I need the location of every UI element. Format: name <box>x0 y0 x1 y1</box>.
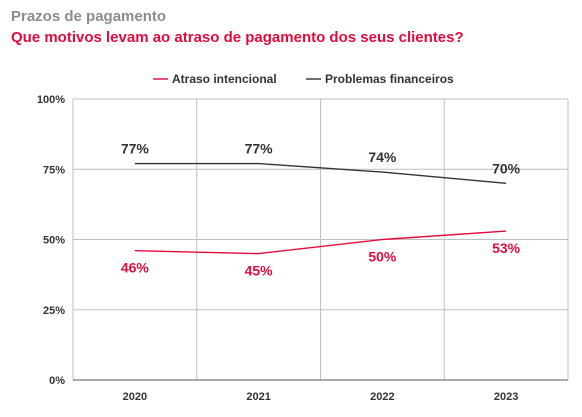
x-tick-label: 2021 <box>246 391 270 403</box>
data-label: 45% <box>245 263 274 279</box>
data-label: 77% <box>245 141 274 157</box>
series-line-1 <box>134 230 507 255</box>
data-label: 50% <box>368 249 397 265</box>
x-tick-label: 2020 <box>123 391 147 403</box>
chart-subtitle: Que motivos levam ao atraso de pagamento… <box>11 29 464 46</box>
data-label: 74% <box>368 149 397 165</box>
y-tick-label: 25% <box>43 305 65 317</box>
legend-label-1: Atraso intencional <box>172 72 277 86</box>
legend-label-2: Problemas financeiros <box>325 72 454 86</box>
y-tick-label: 75% <box>43 164 65 176</box>
data-label: 77% <box>121 141 150 157</box>
y-tick-label: 0% <box>49 375 65 387</box>
data-label: 53% <box>492 240 521 256</box>
x-tick-label: 2022 <box>370 391 394 403</box>
data-label: 46% <box>121 260 150 276</box>
data-label: 70% <box>492 160 521 176</box>
y-tick-label: 100% <box>37 94 65 106</box>
x-tick-label: 2023 <box>494 391 518 403</box>
y-tick-label: 50% <box>43 235 65 247</box>
series-line-2 <box>134 162 507 184</box>
chart-title: Prazos de pagamento <box>11 8 167 25</box>
